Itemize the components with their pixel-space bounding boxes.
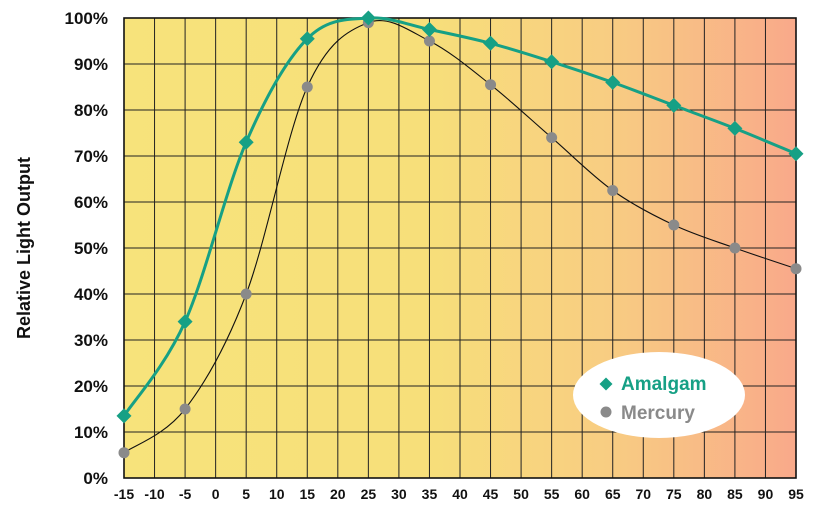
plot-frame (123, 17, 797, 479)
mercury-point (485, 79, 497, 91)
y-tick-label: 50% (74, 239, 108, 258)
mercury-point (301, 81, 313, 93)
amalgam-point (421, 22, 437, 37)
y-tick-label: 60% (74, 193, 108, 212)
amalgam-point (360, 10, 376, 26)
mercury-point (607, 185, 619, 196)
mercury-point (790, 263, 802, 275)
mercury-point (423, 35, 435, 47)
amalgam-point (544, 54, 560, 70)
x-tick-label: 45 (483, 486, 499, 502)
y-axis-title: Relative Light Output (14, 157, 34, 339)
x-tick-label: 20 (330, 486, 346, 502)
legend: Amalgam Mercury (573, 352, 745, 438)
y-tick-label: 40% (74, 285, 108, 304)
mercury-point (179, 403, 191, 415)
x-tick-label: 75 (666, 486, 682, 502)
mercury-point (668, 219, 680, 231)
x-tick-labels: -15 -10 -5 0 5 10 15 20 25 30 35 40 45 50 55 60 65 70 75 80… (114, 486, 804, 502)
mercury-point (729, 242, 741, 254)
legend-amalgam-marker (599, 377, 613, 391)
y-tick-label: 90% (74, 55, 108, 74)
legend-amalgam-label: Amalgam (621, 374, 707, 395)
x-tick-label: 10 (269, 486, 285, 502)
legend-mercury-marker (600, 406, 612, 418)
mercury-point (118, 447, 130, 459)
amalgam-point (605, 74, 621, 90)
amalgam-point (666, 97, 682, 113)
x-tick-label: -10 (144, 486, 164, 502)
y-tick-label: 20% (74, 377, 108, 396)
amalgam-point (299, 31, 315, 47)
x-tick-label: -15 (114, 486, 134, 502)
x-tick-label: 55 (544, 486, 560, 502)
y-tick-labels: 0% 10% 20% 30% 40% 50% 60% 70% 80% 90% 100% (65, 9, 108, 488)
x-tick-label: 30 (391, 486, 407, 502)
x-tick-label: -5 (179, 486, 192, 502)
amalgam-point (727, 120, 743, 136)
legend-mercury-label: Mercury (621, 403, 695, 424)
x-tick-label: 80 (697, 486, 713, 502)
legend-background (573, 352, 745, 438)
x-tick-label: 70 (635, 486, 651, 502)
y-tick-label: 10% (74, 423, 108, 442)
x-tick-label: 90 (758, 486, 774, 502)
x-tick-label: 35 (422, 486, 438, 502)
amalgam-point (177, 314, 193, 330)
x-tick-label: 60 (574, 486, 590, 502)
y-tick-label: 70% (74, 147, 108, 166)
y-tick-label: 0% (83, 469, 108, 488)
x-tick-label: 5 (242, 486, 250, 502)
amalgam-point (788, 146, 804, 162)
x-tick-label: 25 (361, 486, 377, 502)
amalgam-point (238, 134, 254, 150)
amalgam-point (483, 35, 499, 51)
y-tick-label: 100% (65, 9, 108, 28)
x-tick-label: 95 (788, 486, 804, 502)
x-tick-label: 0 (212, 486, 220, 502)
x-tick-label: 65 (605, 486, 621, 502)
mercury-point (240, 288, 252, 300)
series-layer (116, 10, 804, 459)
y-tick-label: 80% (74, 101, 108, 120)
mercury-point (546, 132, 558, 144)
x-tick-label: 85 (727, 486, 743, 502)
x-tick-label: 50 (513, 486, 529, 502)
x-tick-label: 40 (452, 486, 468, 502)
x-tick-label: 15 (299, 486, 315, 502)
y-tick-label: 30% (74, 331, 108, 350)
amalgam-point (116, 408, 132, 424)
